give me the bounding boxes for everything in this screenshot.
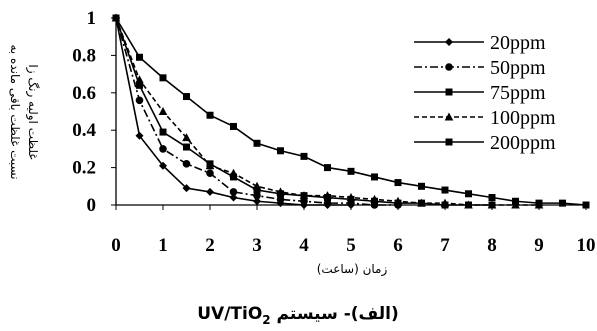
- x-tick-label: 1: [158, 235, 168, 256]
- data-point: [276, 187, 285, 196]
- x-tick-label: 2: [205, 235, 215, 256]
- data-point: [393, 196, 403, 205]
- legend-marker-100ppm: [444, 112, 454, 121]
- caption-system-name: UV/TiO: [197, 304, 262, 324]
- data-point: [253, 186, 261, 194]
- x-tick-label: 9: [534, 235, 544, 256]
- y-axis-label-line-1: نسبت غلظت باقی مانده به: [8, 44, 22, 179]
- data-point: [440, 198, 450, 207]
- x-tick-label: 6: [393, 235, 403, 256]
- data-point: [370, 194, 379, 203]
- data-point: [488, 194, 496, 202]
- legend-label-20ppm: 20ppm: [490, 32, 546, 54]
- caption-prefix: (الف)- سیستم: [271, 304, 399, 324]
- legend-label-50ppm: 50ppm: [490, 57, 546, 79]
- figure-caption: (الف)- سیستم UV/TiO2: [197, 304, 399, 327]
- data-point: [136, 81, 143, 89]
- data-point: [230, 122, 237, 130]
- data-point: [324, 164, 331, 172]
- data-point: [182, 184, 191, 193]
- data-point: [183, 143, 190, 151]
- data-point: [253, 139, 261, 147]
- data-point: [135, 131, 144, 140]
- data-point: [229, 168, 238, 177]
- data-point: [394, 179, 402, 187]
- data-point: [346, 193, 356, 202]
- series-50ppm: [112, 14, 402, 209]
- x-tick-label: 4: [299, 235, 309, 256]
- data-point: [417, 198, 426, 207]
- series-line-50ppm: [115, 17, 398, 206]
- data-point: [206, 187, 214, 196]
- data-point: [299, 191, 309, 200]
- data-point: [253, 197, 261, 206]
- y-tick-label: 0.2: [72, 158, 96, 179]
- x-tick-label: 3: [252, 235, 262, 256]
- data-point: [252, 181, 262, 190]
- data-point: [323, 199, 332, 207]
- data-point: [206, 169, 214, 178]
- data-point: [347, 167, 355, 175]
- caption-subscript: 2: [262, 313, 270, 327]
- x-axis-label: زمان (ساعت): [317, 262, 388, 277]
- legend-label-100ppm: 100ppm: [490, 107, 556, 129]
- data-point: [135, 75, 144, 84]
- data-point: [418, 182, 425, 190]
- data-point: [253, 191, 261, 200]
- data-point: [300, 197, 308, 206]
- data-point: [136, 53, 143, 61]
- data-point: [182, 160, 191, 168]
- legend-marker-20ppm: [445, 38, 453, 46]
- data-point: [205, 161, 215, 170]
- data-point: [371, 173, 378, 181]
- data-point: [158, 107, 168, 115]
- data-point: [465, 190, 472, 198]
- data-point: [464, 200, 473, 209]
- data-point: [206, 111, 214, 119]
- plot-area: 0 1 2 3 4 5 6 7 8 9 10 0 0.2 0.4 0.6 0.8 1: [72, 8, 595, 256]
- data-point: [277, 147, 284, 155]
- data-point: [230, 173, 237, 181]
- data-point: [159, 74, 167, 82]
- data-point: [112, 14, 120, 22]
- x-tick-label: 7: [440, 235, 450, 256]
- data-point: [135, 96, 144, 105]
- data-point: [229, 188, 238, 196]
- legend-label-75ppm: 75ppm: [490, 82, 546, 104]
- data-point: [441, 186, 449, 194]
- data-point: [159, 128, 167, 136]
- data-point: [300, 152, 308, 160]
- y-tick-label: 1: [87, 8, 97, 29]
- data-point: [582, 201, 590, 209]
- x-tick-label: 8: [487, 235, 497, 256]
- x-tick-label: 5: [346, 235, 356, 256]
- y-tick-label: 0.6: [72, 83, 96, 104]
- data-point: [487, 200, 497, 209]
- data-point: [182, 133, 191, 142]
- legend: 20ppm 50ppm 75ppm 100ppm 200ppm: [405, 30, 585, 158]
- data-point: [229, 193, 238, 202]
- legend-marker-75ppm: [445, 88, 453, 96]
- x-tick-label: 0: [111, 235, 121, 256]
- series-200ppm: [112, 14, 590, 209]
- data-point: [159, 161, 167, 170]
- y-axis-label-line-2: غلظت اولیه رنگ زا: [25, 64, 40, 159]
- legend-marker-50ppm: [445, 63, 453, 71]
- data-point: [535, 199, 543, 207]
- data-point: [276, 195, 285, 204]
- data-point: [559, 199, 566, 207]
- data-point: [323, 191, 332, 200]
- legend-marker-200ppm: [445, 138, 453, 146]
- data-point: [183, 93, 190, 101]
- legend-background: [405, 30, 585, 158]
- y-tick-label: 0.4: [72, 120, 96, 141]
- y-tick-label: 0.8: [72, 45, 96, 66]
- series-layer: [111, 13, 590, 209]
- y-tick-label: 0: [87, 195, 97, 216]
- x-tick-label: 10: [577, 235, 596, 256]
- data-point: [512, 197, 519, 205]
- data-point: [159, 145, 167, 153]
- legend-label-200ppm: 200ppm: [490, 132, 556, 154]
